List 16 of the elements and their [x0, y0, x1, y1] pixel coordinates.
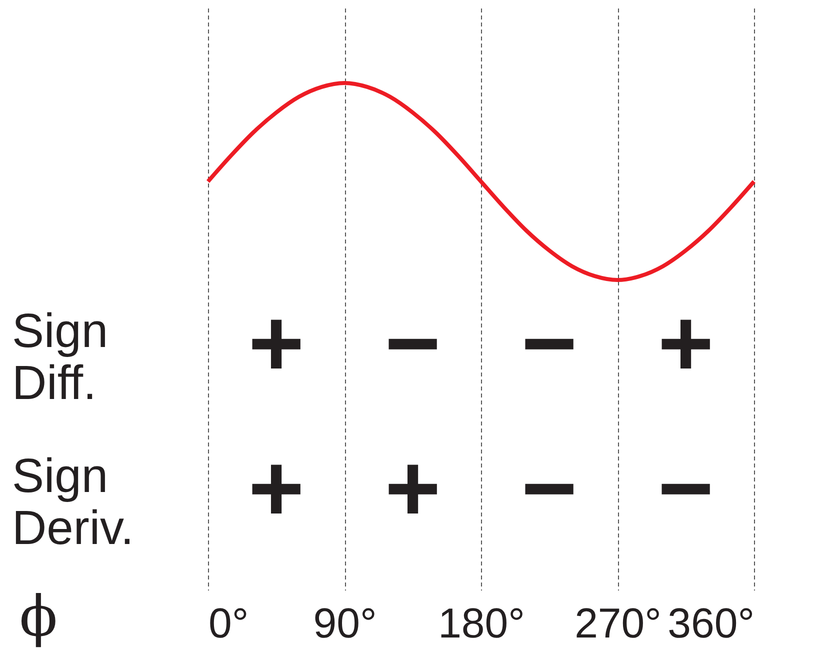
text: − — [521, 290, 578, 397]
text: − — [521, 435, 578, 542]
text: Sign Deriv. — [12, 450, 134, 555]
text: + — [384, 435, 441, 542]
text: − — [658, 435, 714, 542]
text: Sign Diff. — [12, 305, 108, 410]
x-tick-label: 360° — [668, 600, 754, 646]
x-axis-title: ϕ — [19, 584, 58, 650]
x-tick-label: 180° — [438, 600, 525, 646]
x-tick-label: 270° — [574, 600, 662, 646]
text: + — [658, 290, 714, 397]
text: + — [248, 290, 304, 397]
x-tick-label: 90° — [313, 600, 377, 646]
x-tick-label: 0° — [208, 600, 249, 646]
text: − — [384, 290, 441, 397]
text: + — [248, 435, 304, 542]
